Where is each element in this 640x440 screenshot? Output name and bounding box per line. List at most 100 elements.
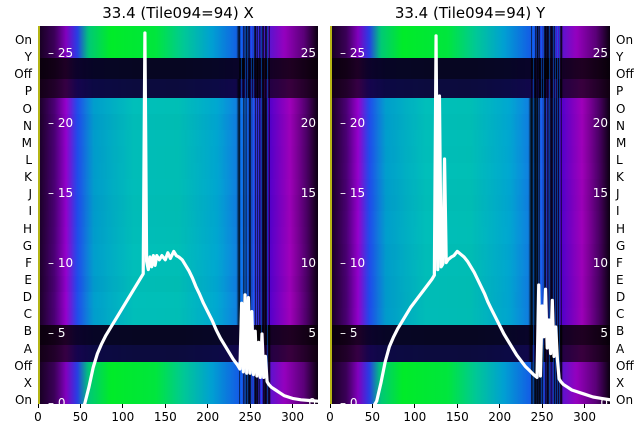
- x-tick-x-100: 100: [103, 404, 143, 424]
- inner-y-tick-x: – 20: [48, 116, 74, 130]
- x-tick-label: 50: [364, 410, 381, 424]
- inner-y-tick-x: – 0: [48, 396, 66, 404]
- x-tick-mark: [371, 404, 373, 408]
- inner-y-tick-x: – 5: [48, 326, 66, 340]
- category-label-f-13: F: [25, 255, 32, 270]
- data-curve-x: [82, 31, 318, 404]
- heatmap-row: [38, 58, 318, 79]
- x-tick-mark: [249, 404, 251, 408]
- heatmap-stripe: [531, 26, 533, 404]
- category-label-k-8: K: [616, 170, 624, 185]
- heatmap-row-texture: [38, 162, 318, 179]
- x-tick-y-250: 250: [522, 404, 562, 424]
- heatmap-stripe: [267, 26, 269, 404]
- inner-y-tick-y: – 0: [340, 396, 358, 404]
- category-label-l-7: L: [616, 153, 623, 167]
- heatmap-panel-x[interactable]: – 25 25 – 20 20 – 15 15 – 10 10 – 5 5 – 0 0: [38, 26, 318, 404]
- curve-path: [82, 31, 318, 404]
- category-label-x-20: X: [616, 375, 625, 390]
- x-tick-mark: [414, 404, 416, 408]
- x-tick-mark: [37, 404, 39, 408]
- inner-y-tick-y: 10: [592, 256, 608, 270]
- category-label-b-17: B: [23, 324, 32, 339]
- heatmap-stripe: [547, 26, 549, 404]
- inner-y-tick-y: – 15: [340, 186, 366, 200]
- x-tick-y-200: 200: [480, 404, 520, 424]
- x-tick-label: 300: [281, 410, 304, 424]
- category-label-off-19: Off: [14, 358, 32, 373]
- x-tick-label: 150: [153, 410, 177, 424]
- heatmap-stripe: [541, 26, 543, 404]
- x-tick-x-200: 200: [188, 404, 228, 424]
- category-label-n-5: N: [616, 118, 625, 133]
- category-label-off-2: Off: [14, 67, 32, 82]
- inner-y-tick-y: – 20: [340, 116, 366, 130]
- x-tick-mark: [456, 404, 458, 408]
- left-edge-stripe-y: [330, 26, 332, 404]
- category-label-off-2: Off: [616, 67, 634, 82]
- category-label-j-9: J: [616, 187, 620, 202]
- category-label-j-9: J: [28, 187, 32, 202]
- category-label-d-15: D: [22, 290, 32, 305]
- x-tick-label: 200: [196, 410, 220, 424]
- category-label-m-6: M: [21, 135, 32, 150]
- heatmap-row-texture: [38, 178, 318, 195]
- category-label-o-4: O: [22, 101, 32, 116]
- x-tick-mark: [584, 404, 586, 408]
- heatmap-stripe: [245, 26, 247, 404]
- inner-y-tick-x: 5: [308, 326, 316, 340]
- heatmap-row-texture: [38, 146, 318, 163]
- category-label-h-11: H: [616, 221, 626, 236]
- heatmap-stripe: [249, 26, 251, 404]
- category-label-l-7: L: [25, 153, 32, 167]
- inner-y-tick-y: – 25: [340, 46, 366, 60]
- heatmap-stripe: [543, 26, 545, 404]
- x-tick-label: 100: [403, 410, 427, 424]
- heatmap-row-texture: [38, 211, 318, 228]
- x-axis-right: 0 50 100 150 200 250 300: [326, 404, 610, 438]
- category-label-p-3: P: [24, 84, 32, 99]
- category-label-d-15: D: [616, 290, 626, 305]
- x-tick-label: 250: [238, 410, 262, 424]
- x-tick-mark: [164, 404, 166, 408]
- x-tick-label: 200: [488, 410, 512, 424]
- inner-y-tick-x: 25: [300, 46, 316, 60]
- heatmap-row-texture: [38, 276, 318, 293]
- category-label-a-18: A: [616, 341, 625, 356]
- heatmap-row: [38, 78, 318, 98]
- inner-y-tick-x: – 25: [48, 46, 74, 60]
- category-label-o-4: O: [616, 101, 626, 116]
- heatmap-row: [330, 26, 610, 59]
- category-label-c-16: C: [616, 307, 625, 322]
- x-tick-mark: [541, 404, 543, 408]
- inner-y-tick-y: 25: [592, 46, 608, 60]
- x-tick-x-0: 0: [18, 404, 58, 424]
- heatmap-row-texture: [38, 97, 318, 114]
- category-label-g-12: G: [22, 238, 32, 253]
- x-tick-y-300: 300: [565, 404, 605, 424]
- heatmap-stripe: [561, 26, 563, 404]
- x-tick-label: 0: [326, 410, 334, 424]
- inner-y-tick-y: 5: [600, 326, 608, 340]
- category-label-m-6: M: [616, 135, 627, 150]
- x-tick-x-250: 250: [230, 404, 270, 424]
- category-label-h-11: H: [22, 221, 32, 236]
- heatmap-panel-y[interactable]: – 25 25 – 20 20 – 15 15 – 10 10 – 5 5 – 0 0: [330, 26, 610, 404]
- x-tick-y-100: 100: [395, 404, 435, 424]
- heatmap-stripe: [257, 26, 259, 404]
- heatmap-stripe: [551, 26, 553, 404]
- heatmap-stripe: [549, 26, 551, 404]
- category-axis-right: On Y Off P O N M L K J I H G F E D C B A Off X On: [612, 26, 640, 407]
- heatmap-stripe: [557, 26, 559, 404]
- heatmap-stripe: [259, 26, 261, 404]
- heatmap-stripe: [255, 26, 257, 404]
- category-label-on-0: On: [616, 33, 634, 47]
- category-label-off-19: Off: [616, 358, 634, 373]
- heatmap-row-texture: [38, 259, 318, 276]
- x-tick-label: 150: [445, 410, 469, 424]
- category-label-f-13: F: [616, 255, 623, 270]
- heatmap-row: [38, 26, 318, 59]
- panel-title-y: 33.4 (Tile094=94) Y: [394, 4, 546, 22]
- heatmap-stripe: [243, 26, 245, 404]
